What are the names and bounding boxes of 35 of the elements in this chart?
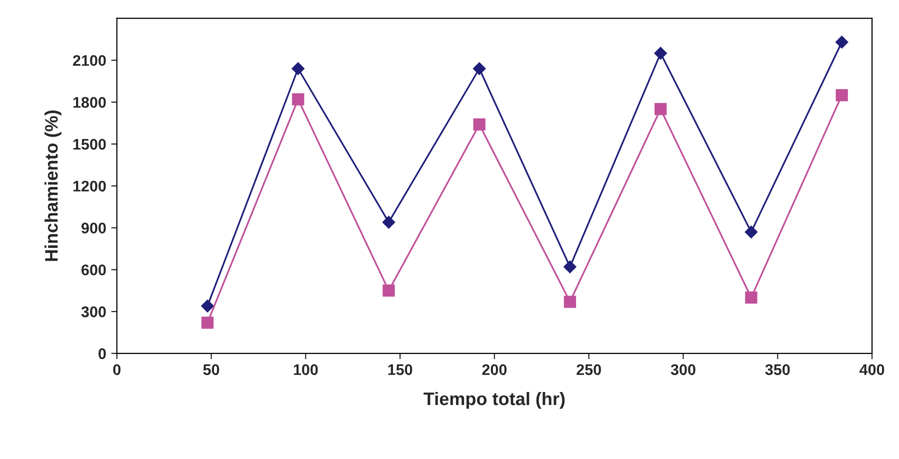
x-tick-label: 50: [203, 364, 220, 376]
point: [382, 216, 396, 229]
y-tick-label: 0: [98, 348, 106, 360]
point: [836, 89, 848, 102]
y-tick-label: 1800: [73, 96, 106, 108]
point: [472, 62, 486, 76]
y-tick-label: 900: [81, 222, 106, 234]
point: [473, 118, 486, 131]
y-axis-title: Hinchamiento (%): [44, 110, 62, 261]
x-tick-label: 150: [388, 364, 412, 376]
point: [564, 296, 576, 308]
y-tick-label: 2100: [73, 55, 106, 66]
x-axis-title: Tiempo total (hr): [424, 392, 565, 409]
x-tick-label: 400: [860, 364, 884, 376]
point: [654, 103, 667, 116]
y-tick-label: 300: [81, 306, 106, 318]
x-tick-label: 300: [670, 364, 696, 376]
point: [564, 260, 576, 274]
y-tick-label: 1200: [73, 180, 106, 192]
x-tick-label: 250: [576, 364, 601, 376]
x-tick-label: 350: [765, 364, 790, 376]
point: [292, 93, 304, 106]
y-tick-label: 600: [82, 264, 106, 276]
point: [382, 284, 395, 297]
x-tick-label: 200: [482, 364, 507, 376]
point: [292, 62, 305, 76]
point: [201, 316, 214, 329]
point: [201, 300, 214, 312]
x-tick-label: 100: [294, 364, 318, 376]
y-tick-label: 1500: [73, 138, 106, 150]
point: [744, 226, 758, 238]
x-tick-label: 0: [113, 364, 120, 376]
point: [835, 36, 848, 49]
point: [745, 292, 758, 304]
point: [654, 46, 667, 60]
